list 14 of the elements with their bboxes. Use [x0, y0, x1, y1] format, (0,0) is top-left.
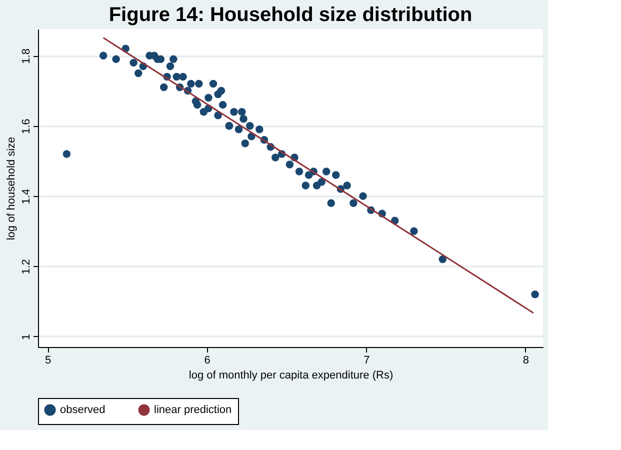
x-tick-label: 7 — [364, 354, 370, 366]
y-tick-label: 1 — [20, 334, 32, 340]
x-axis-title: log of monthly per capita expenditure (Rs) — [188, 370, 394, 382]
y-tick-label: 1.6 — [20, 118, 32, 134]
x-tick-label: 5 — [44, 354, 52, 366]
x-tick-label: 6 — [204, 354, 210, 366]
y-tick-label: 1.8 — [20, 48, 32, 64]
x-tick-label: 8 — [522, 354, 530, 366]
legend-label: linear prediction — [154, 404, 232, 416]
y-axis-title: log of household size — [6, 136, 18, 240]
chart-title: Figure 14: Household size distribution — [108, 4, 472, 26]
legend-label: observed — [60, 404, 106, 416]
y-tick-label: 1.2 — [20, 259, 32, 274]
y-tick-label: 1.4 — [20, 188, 32, 204]
